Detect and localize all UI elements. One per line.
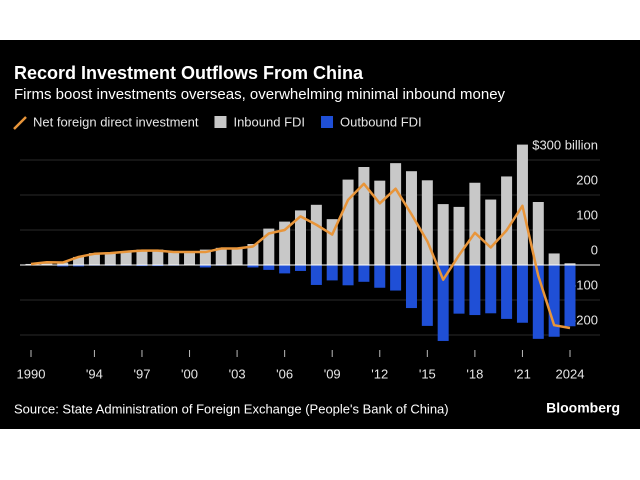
bar xyxy=(405,171,417,265)
bar xyxy=(390,163,402,265)
legend-swatch xyxy=(321,116,334,128)
bar xyxy=(453,206,465,265)
y-tick-label: 200 xyxy=(576,172,598,187)
bar xyxy=(295,210,306,265)
bar xyxy=(215,247,227,265)
bar xyxy=(120,251,132,265)
y-tick-label: 100 xyxy=(576,207,598,222)
bar xyxy=(310,265,322,285)
bar xyxy=(358,167,370,265)
bar xyxy=(374,265,386,288)
x-tick-label: '97 xyxy=(133,366,150,381)
bar xyxy=(88,253,100,265)
bar xyxy=(564,263,576,265)
bar xyxy=(231,247,243,265)
bar xyxy=(184,251,196,265)
bar xyxy=(279,221,291,265)
y-tick-label: -100 xyxy=(572,277,598,292)
legend-item: Net foreign direct investment xyxy=(13,114,199,130)
bar xyxy=(342,265,354,286)
bar xyxy=(279,265,291,274)
bar xyxy=(532,265,544,339)
line-series xyxy=(30,182,571,330)
bar xyxy=(469,182,481,265)
bar xyxy=(548,265,560,337)
legend-label: Net foreign direct investment xyxy=(33,114,199,129)
bar xyxy=(358,265,370,282)
chart-subtitle: Firms boost investments overseas, overwh… xyxy=(14,86,506,103)
x-tick-label: '03 xyxy=(229,366,246,381)
bar xyxy=(57,265,69,267)
legend-item: Outbound FDI xyxy=(321,114,422,129)
bar xyxy=(136,249,148,265)
y-tick-label: 0 xyxy=(591,242,598,257)
legend-swatch xyxy=(13,116,27,130)
bar xyxy=(485,199,497,265)
legend-item: Inbound FDI xyxy=(214,114,305,129)
bar xyxy=(199,265,211,268)
bar xyxy=(485,265,497,314)
x-tick-label: '00 xyxy=(181,366,198,381)
bar xyxy=(247,265,259,268)
bar xyxy=(41,263,53,265)
x-tick-label: '18 xyxy=(466,366,483,381)
bar xyxy=(469,265,481,316)
bar xyxy=(73,265,85,267)
bar xyxy=(564,265,576,327)
bar xyxy=(532,202,544,265)
bar xyxy=(295,265,306,271)
bar xyxy=(247,244,259,265)
bar xyxy=(263,265,275,270)
bar xyxy=(437,204,449,265)
source: Source: State Administration of Foreign … xyxy=(14,401,449,416)
x-tick-label: 1990 xyxy=(17,366,46,381)
x-tick-label: 2024 xyxy=(556,366,585,381)
bar xyxy=(152,249,164,265)
bar xyxy=(326,219,338,265)
bar xyxy=(501,265,513,319)
x-tick-label: '94 xyxy=(86,366,103,381)
legend-label: Outbound FDI xyxy=(340,114,422,129)
bar xyxy=(437,265,449,341)
bar xyxy=(199,249,211,265)
bar xyxy=(405,265,417,309)
x-tick-label: '12 xyxy=(371,366,388,381)
legend-label: Inbound FDI xyxy=(233,114,305,129)
y-tick-label: -200 xyxy=(572,312,598,327)
brand: Bloomberg xyxy=(546,400,620,416)
bar xyxy=(104,252,116,265)
bar xyxy=(25,263,37,265)
bar xyxy=(168,251,180,265)
legend-swatch xyxy=(214,116,227,128)
bar xyxy=(421,180,433,265)
bar xyxy=(516,265,528,323)
x-tick-label: '09 xyxy=(324,366,341,381)
bar xyxy=(73,256,85,265)
x-tick-label: '21 xyxy=(514,366,531,381)
x-tick-label: '15 xyxy=(419,366,436,381)
bar xyxy=(453,265,465,314)
bar xyxy=(548,253,560,265)
y-tick-label: $300 billion xyxy=(532,137,598,152)
bar xyxy=(152,265,164,267)
bar xyxy=(421,265,433,326)
x-tick-label: '06 xyxy=(276,366,293,381)
bar xyxy=(136,265,148,267)
bar xyxy=(390,265,402,291)
bar xyxy=(310,204,322,265)
bar xyxy=(326,265,338,281)
bar xyxy=(501,176,513,265)
bar xyxy=(342,179,354,265)
chart-title: Record Investment Outflows From China xyxy=(14,63,364,83)
bar xyxy=(374,180,386,265)
bar xyxy=(263,228,275,265)
